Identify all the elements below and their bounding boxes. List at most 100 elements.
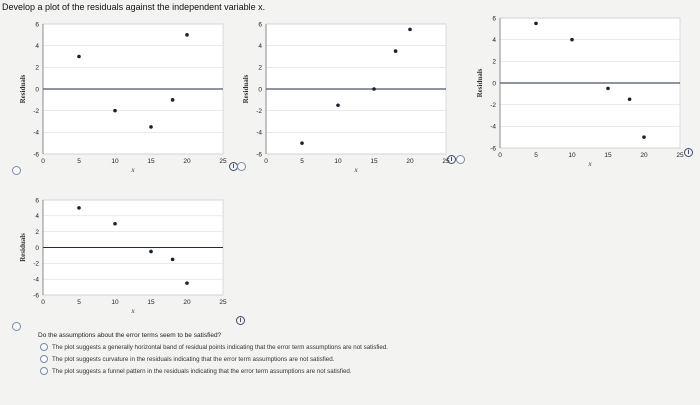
answer-option-label: The plot suggests a generally horizontal… bbox=[52, 344, 389, 351]
y-tick-label: 0 bbox=[35, 86, 39, 93]
x-axis-label: x bbox=[130, 307, 135, 315]
x-tick-label: 10 bbox=[111, 158, 119, 165]
y-tick-label: -2 bbox=[33, 261, 39, 268]
y-axis-label: Residuals bbox=[476, 68, 484, 97]
x-tick-label: 15 bbox=[604, 152, 612, 159]
answer-option-c[interactable]: The plot suggests a funnel pattern in th… bbox=[40, 367, 352, 375]
x-tick-label: 10 bbox=[568, 152, 576, 159]
y-tick-label: -4 bbox=[490, 124, 496, 131]
plot-option-d-radio[interactable] bbox=[12, 322, 21, 331]
x-tick-label: 0 bbox=[41, 158, 45, 165]
x-tick-label: 20 bbox=[183, 158, 191, 165]
info-icon[interactable]: i bbox=[447, 155, 456, 164]
plot-option-c-radio[interactable] bbox=[456, 155, 465, 164]
plot-option-b-radio[interactable] bbox=[237, 162, 246, 171]
x-tick-label: 0 bbox=[41, 299, 45, 306]
data-point bbox=[570, 37, 574, 42]
info-icon[interactable]: i bbox=[684, 148, 693, 157]
x-tick-label: 25 bbox=[442, 158, 450, 165]
data-point bbox=[606, 86, 610, 91]
data-point bbox=[300, 141, 304, 145]
y-axis-label: Residuals bbox=[19, 74, 27, 103]
question-text: Do the assumptions about the error terms… bbox=[38, 332, 222, 339]
x-tick-label: 0 bbox=[498, 152, 502, 159]
x-tick-label: 10 bbox=[334, 158, 342, 165]
residual-plot-c: 6 4 2 0 -2 -4 -6 0 5 10 15 20 25 Residuals x bbox=[462, 10, 692, 170]
data-point bbox=[627, 97, 632, 102]
info-icon[interactable]: i bbox=[236, 316, 245, 325]
x-tick-label: 5 bbox=[77, 158, 81, 165]
x-axis-label: x bbox=[353, 166, 358, 174]
plot-option-a-radio[interactable] bbox=[12, 166, 21, 175]
data-point bbox=[170, 98, 175, 102]
answer-radio-a[interactable] bbox=[40, 343, 48, 351]
y-tick-label: -2 bbox=[256, 108, 262, 115]
answer-radio-b[interactable] bbox=[40, 355, 48, 363]
data-point bbox=[372, 87, 376, 91]
residual-plot-a: 6 4 2 0 -2 -4 -6 0 5 10 15 20 25 Residuals x bbox=[5, 16, 235, 176]
x-tick-label: 20 bbox=[640, 152, 648, 159]
x-tick-label: 25 bbox=[219, 299, 227, 306]
residual-plot-d: 6 4 2 0 -2 -4 -6 0 5 10 15 20 25 Residuals x bbox=[5, 192, 235, 352]
y-tick-label: 2 bbox=[35, 229, 39, 236]
data-point bbox=[642, 135, 646, 139]
y-tick-label: -2 bbox=[33, 108, 39, 115]
y-tick-label: 0 bbox=[258, 86, 262, 93]
y-tick-label: -2 bbox=[490, 102, 496, 109]
data-point bbox=[149, 125, 153, 129]
data-point bbox=[185, 33, 189, 37]
y-tick-label: 2 bbox=[35, 65, 39, 72]
data-point bbox=[149, 249, 153, 254]
y-tick-label: -4 bbox=[33, 130, 39, 137]
data-point bbox=[113, 221, 117, 226]
x-tick-label: 0 bbox=[264, 158, 268, 165]
y-tick-label: -6 bbox=[33, 151, 39, 158]
x-tick-label: 15 bbox=[147, 299, 155, 306]
y-tick-label: -4 bbox=[33, 276, 39, 283]
data-point bbox=[113, 108, 117, 113]
y-tick-label: 4 bbox=[35, 43, 39, 50]
data-point bbox=[393, 49, 398, 53]
y-tick-label: 6 bbox=[492, 15, 496, 22]
data-point bbox=[185, 281, 189, 285]
answer-radio-c[interactable] bbox=[40, 367, 48, 375]
y-tick-label: 2 bbox=[258, 65, 262, 72]
data-point bbox=[77, 206, 81, 210]
y-tick-label: 0 bbox=[492, 80, 496, 87]
y-tick-label: -6 bbox=[33, 292, 39, 299]
y-tick-label: 6 bbox=[258, 21, 262, 28]
y-tick-label: 4 bbox=[35, 213, 39, 220]
x-tick-label: 15 bbox=[370, 158, 378, 165]
x-tick-label: 5 bbox=[77, 299, 81, 306]
data-point bbox=[77, 54, 81, 59]
answer-option-a[interactable]: The plot suggests a generally horizontal… bbox=[40, 343, 389, 351]
y-axis-label: Residuals bbox=[242, 74, 250, 103]
x-tick-label: 25 bbox=[219, 158, 227, 165]
answer-option-b[interactable]: The plot suggests curvature in the resid… bbox=[40, 355, 335, 363]
y-axis-label: Residuals bbox=[19, 233, 27, 262]
x-tick-label: 25 bbox=[676, 152, 684, 159]
y-tick-label: 6 bbox=[35, 21, 39, 28]
x-tick-label: 5 bbox=[534, 152, 538, 159]
answer-option-label: The plot suggests curvature in the resid… bbox=[52, 356, 335, 363]
problem-prompt: Develop a plot of the residuals against … bbox=[2, 2, 266, 12]
x-tick-label: 5 bbox=[300, 158, 304, 165]
residual-plot-b: 6 4 2 0 -2 -4 -6 0 5 10 15 20 25 Residuals x bbox=[228, 16, 458, 176]
y-tick-label: 4 bbox=[258, 43, 262, 50]
data-point bbox=[408, 27, 412, 32]
y-tick-label: 4 bbox=[492, 37, 496, 44]
y-tick-label: 0 bbox=[35, 245, 39, 252]
data-point bbox=[336, 103, 340, 108]
x-axis-label: x bbox=[587, 160, 592, 168]
data-point bbox=[534, 21, 538, 26]
x-tick-label: 10 bbox=[111, 299, 119, 306]
x-tick-label: 20 bbox=[183, 299, 191, 306]
y-tick-label: -4 bbox=[256, 130, 262, 137]
x-axis-label: x bbox=[130, 166, 135, 174]
x-tick-label: 20 bbox=[406, 158, 414, 165]
y-tick-label: 2 bbox=[492, 59, 496, 66]
